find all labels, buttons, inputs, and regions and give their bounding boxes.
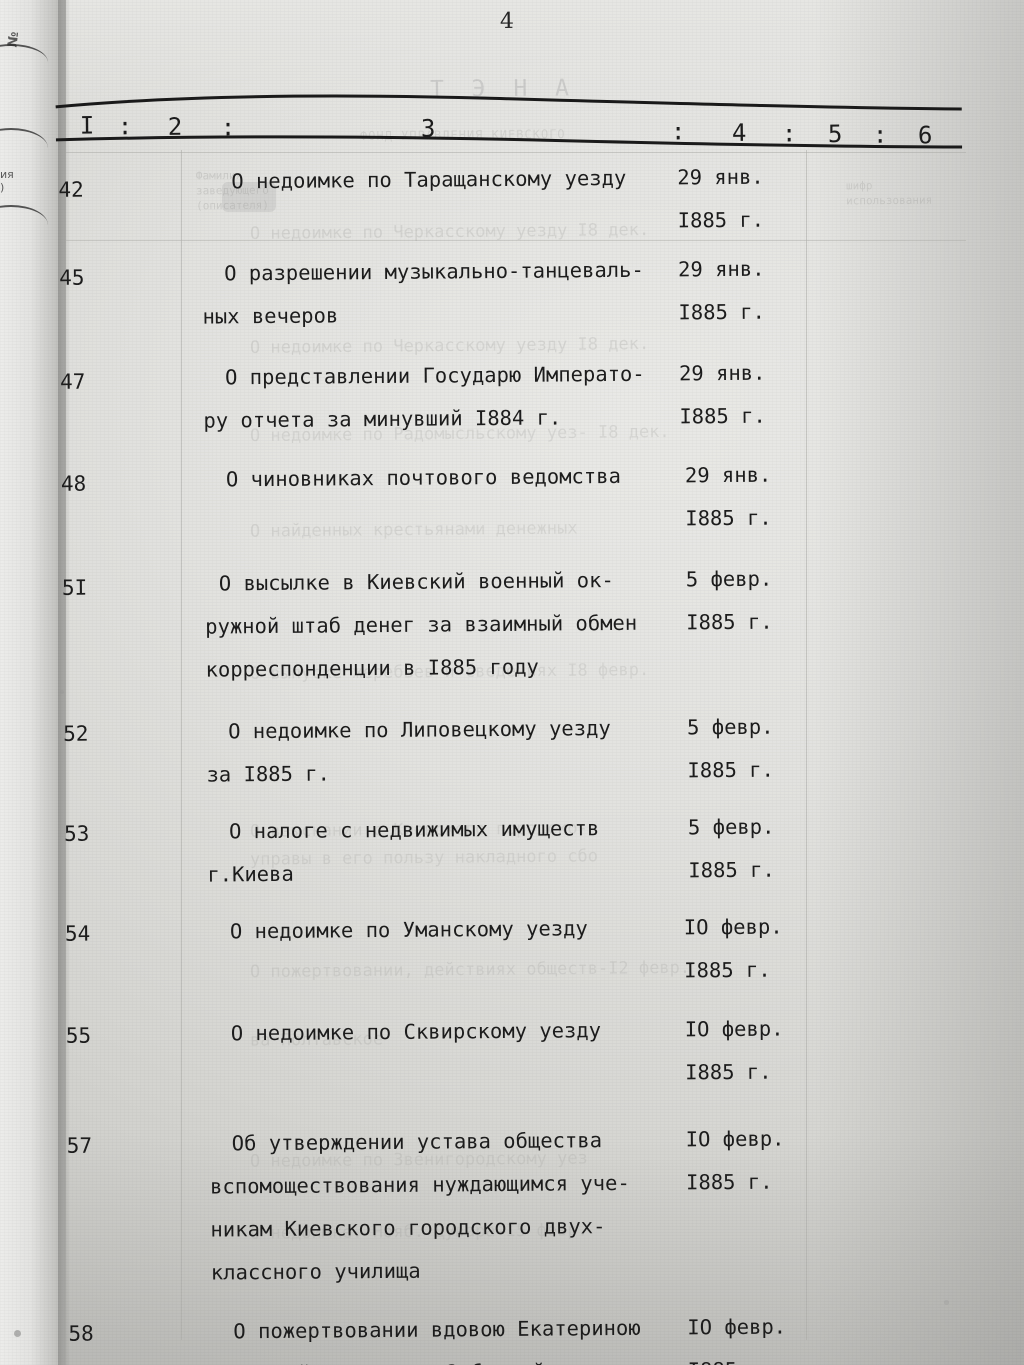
- header-rule-top: [55, 88, 962, 132]
- gutter-fold-shadow: [58, 0, 70, 1365]
- facing-page-rule-mid: [0, 128, 48, 152]
- facing-page-text-fragment: ия ): [0, 168, 14, 194]
- bleed-column-line-left: [181, 150, 182, 1340]
- bleed-column-line-right: [806, 150, 807, 1340]
- paper-bottom-shadow: [0, 1135, 1024, 1365]
- bleed-row-line-2: [66, 240, 966, 241]
- header-rule-bottom: [55, 126, 963, 170]
- paper-top-highlight: [0, 0, 1024, 160]
- facing-page-rule-bottom: [0, 205, 48, 229]
- facing-page-rule-top: [0, 44, 48, 66]
- paper-right-shadow: [814, 0, 1024, 1365]
- bleed-stamp-mark: [222, 182, 276, 212]
- bleed-row-line-1: [66, 152, 966, 153]
